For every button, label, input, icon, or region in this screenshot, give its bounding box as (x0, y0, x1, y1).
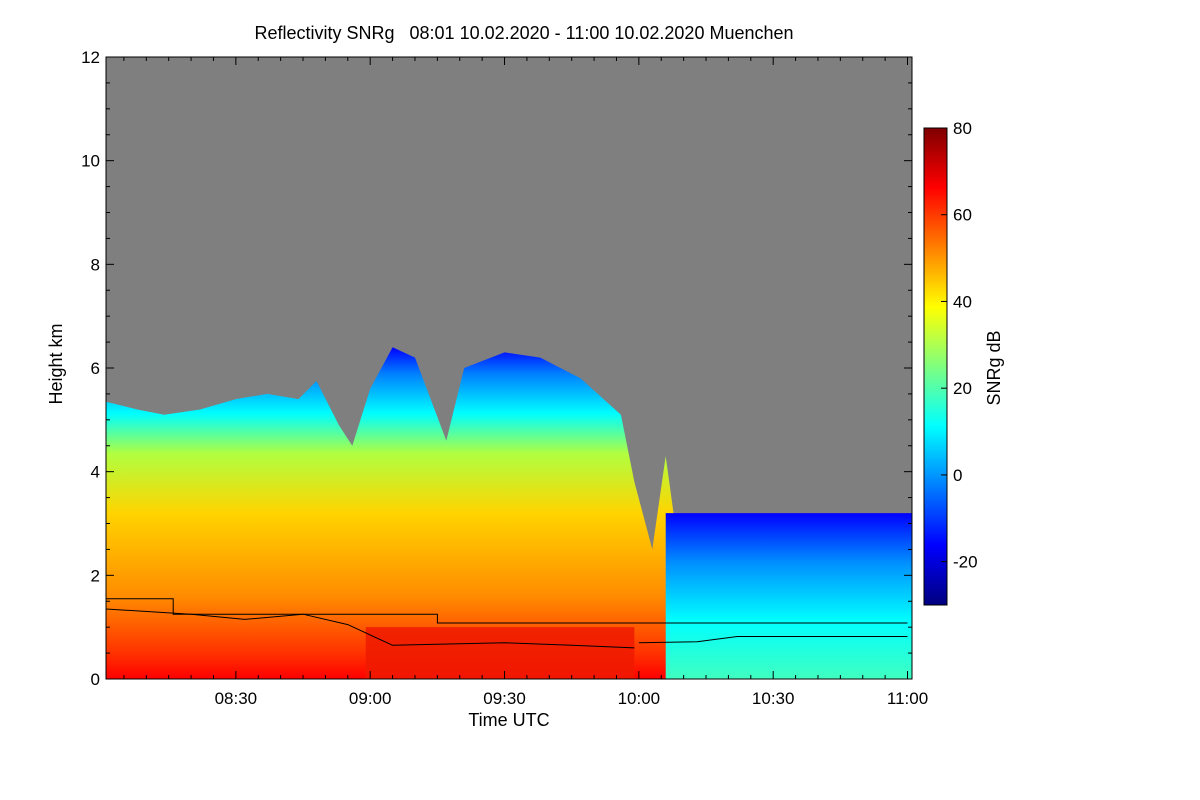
y-axis-label: Height km (46, 323, 66, 404)
overlay-line-3 (638, 636, 908, 644)
colorbar-tick-label: 60 (953, 206, 972, 225)
colorbar-tick-label: -20 (953, 553, 978, 572)
overlay-line-1 (106, 608, 635, 649)
x-axis-label: Time UTC (468, 710, 549, 730)
y-tick-label: 12 (81, 48, 100, 67)
colorbar: -20 0 20 40 60 80 SNRg dB (923, 119, 1004, 606)
colorbar-tick-label: 40 (953, 292, 972, 311)
y-tick-label: 8 (91, 255, 100, 274)
y-axis: 0 2 4 6 8 10 12 (81, 48, 912, 689)
strong-echo-band (365, 627, 635, 679)
weak-echo-zone (665, 513, 912, 679)
x-axis: 08:30 09:00 09:30 10:00 10:30 11:00 (123, 57, 928, 708)
colorbar-tick-label: 0 (953, 466, 962, 485)
colorbar-label: SNRg dB (984, 330, 1004, 405)
chart-title: Reflectivity SNRg 08:01 10.02.2020 - 11:… (254, 23, 793, 43)
x-tick-label: 09:00 (349, 689, 392, 708)
plot-area (106, 57, 912, 679)
y-tick-label: 2 (91, 566, 100, 585)
x-tick-label: 10:00 (618, 689, 661, 708)
x-tick-label: 09:30 (483, 689, 526, 708)
x-tick-label: 11:00 (887, 689, 928, 708)
y-tick-label: 6 (91, 359, 100, 378)
y-tick-label: 0 (91, 670, 100, 689)
y-tick-label: 4 (91, 463, 100, 482)
x-tick-label: 10:30 (752, 689, 795, 708)
x-tick-label: 08:30 (215, 689, 258, 708)
overlay-line-2 (106, 598, 908, 624)
colorbar-tick-label: 20 (953, 379, 972, 398)
colorbar-ticks: -20 0 20 40 60 80 (941, 119, 978, 572)
colorbar-gradient (923, 127, 948, 606)
colorbar-tick-label: 80 (953, 119, 972, 138)
y-tick-label: 10 (81, 152, 100, 171)
overlay-lines (106, 598, 908, 649)
